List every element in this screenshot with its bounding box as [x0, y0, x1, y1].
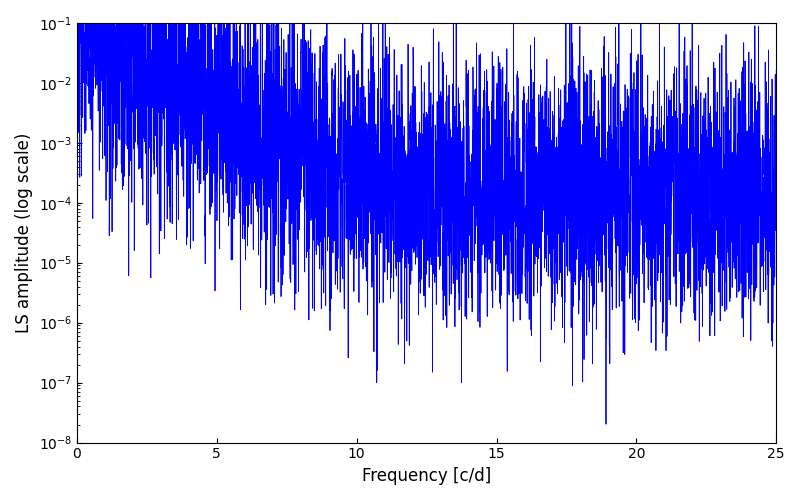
X-axis label: Frequency [c/d]: Frequency [c/d]: [362, 467, 491, 485]
Y-axis label: LS amplitude (log scale): LS amplitude (log scale): [15, 132, 33, 333]
